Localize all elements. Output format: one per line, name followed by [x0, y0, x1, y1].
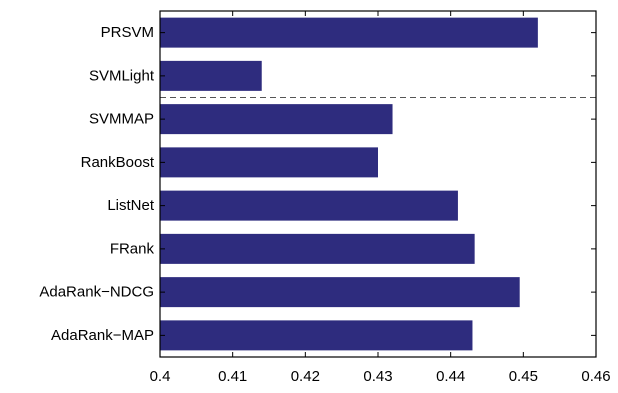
x-tick-label: 0.46: [581, 368, 610, 385]
category-label-svmmap: SVMMAP: [89, 111, 154, 128]
x-tick-label: 0.41: [218, 368, 247, 385]
bar-listnet: [160, 190, 458, 221]
plot-frame: [159, 10, 597, 358]
x-tick-label: 0.45: [509, 368, 538, 385]
category-labels-group: PRSVM SVMLight SVMMAP RankBoost ListNet FRank…: [39, 24, 154, 344]
bar-frank: [160, 233, 475, 264]
category-label-listnet: ListNet: [107, 197, 155, 214]
x-tick-label: 0.44: [436, 368, 465, 385]
category-label-frank: FRank: [110, 240, 155, 257]
category-label-svmlight: SVMLight: [89, 67, 155, 84]
bar-prsvm: [160, 17, 538, 48]
category-label-adarank-map: AdaRank−MAP: [51, 327, 154, 344]
bar-adarank-ndcg: [160, 277, 520, 308]
category-label-prsvm: PRSVM: [101, 24, 154, 41]
x-tick-labels-group: 0.4 0.41 0.42 0.43 0.44 0.45 0.46: [150, 368, 611, 385]
category-label-rankboost: RankBoost: [81, 154, 155, 171]
bar-adarank-map: [160, 320, 473, 351]
bar-svmlight: [160, 60, 262, 91]
x-tick-label: 0.42: [291, 368, 320, 385]
bars-group: [160, 17, 538, 351]
x-tick-label: 0.4: [150, 368, 171, 385]
category-label-adarank-ndcg: AdaRank−NDCG: [39, 284, 154, 301]
bar-svmmap: [160, 104, 393, 135]
bar-rankboost: [160, 147, 378, 178]
x-tick-label: 0.43: [363, 368, 392, 385]
